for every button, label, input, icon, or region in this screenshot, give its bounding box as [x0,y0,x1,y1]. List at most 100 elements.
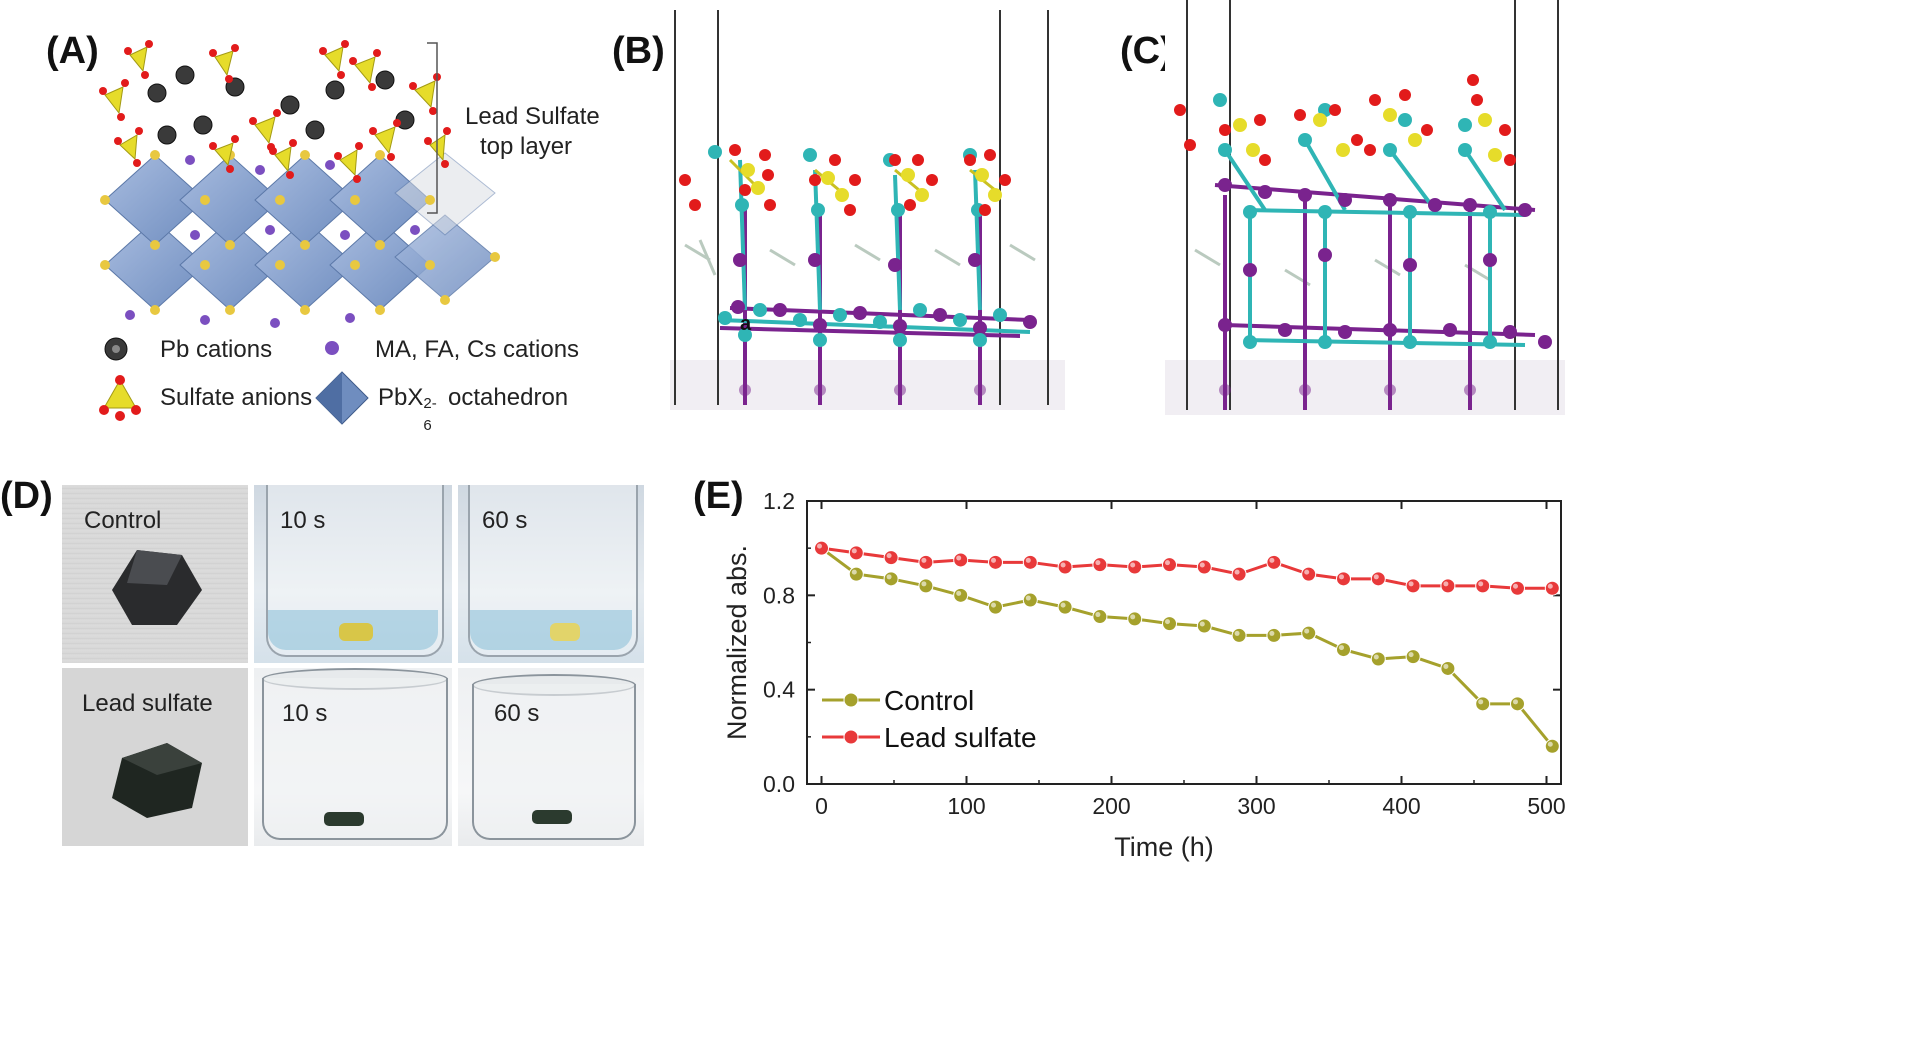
data-point-highlight [1269,557,1275,563]
x-tick-label: 400 [1382,793,1420,819]
photo-control-crystal: Control [62,485,248,663]
photo-sulfate-60s: 60 s [458,668,644,846]
ma-cation-legend-icon [325,341,339,355]
x-tick-label: 100 [947,793,985,819]
x-tick-label: 200 [1092,793,1130,819]
data-point-highlight [1478,581,1484,587]
photo-control-10s: 10 s [254,485,452,663]
data-point [1162,616,1177,632]
panel-a-label: (A) [46,30,99,72]
data-point-highlight [1339,645,1344,651]
x-axis-label: Time (h) [1114,832,1214,862]
data-point [1022,554,1038,570]
data-point [1057,599,1073,615]
data-point [1266,554,1282,570]
data-point-highlight [1339,574,1344,580]
halide-anions [100,150,500,315]
data-point [1231,566,1247,582]
photo-sulfate-60s-label: 60 s [494,700,540,727]
data-point-highlight [1095,612,1101,618]
data-point [1336,642,1351,658]
data-point [988,599,1003,615]
data-point [918,578,934,594]
data-point-highlight [1025,557,1031,563]
top-layer-bracket [427,42,438,214]
data-point [1544,738,1560,754]
legend-sulfate-anions: Sulfate anions [160,384,313,411]
data-point-highlight [1025,595,1031,601]
panel-c-label: (C) [1120,30,1173,72]
series-line-1 [821,546,1553,590]
data-point [1370,571,1386,587]
data-point-highlight [1234,630,1240,636]
data-point [883,550,899,566]
bracket-label-line1: Lead Sulfate [465,103,600,130]
y-tick-label: 0.8 [763,582,795,608]
data-point-highlight [1373,654,1379,660]
y-axis-label: Normalized abs. [722,545,752,740]
data-point [1022,592,1038,608]
octahedra-row-lower [104,214,496,311]
panel-d-label: (D) [0,475,53,517]
data-point [953,552,969,568]
data-point-highlight [1513,699,1518,705]
data-point-highlight [1199,562,1205,568]
photo-sulfate-10s-label: 10 s [282,700,328,727]
data-point [814,540,829,556]
data-point [848,566,864,582]
x-tick-label: 500 [1527,793,1565,819]
data-point-highlight [817,543,822,549]
series-line-0 [820,546,1554,748]
panel-b-marker-a: a [740,313,752,335]
x-tick-label: 300 [1237,793,1275,819]
data-point [1336,571,1351,587]
data-point [1301,566,1317,582]
sulfate-tetrahedra [104,46,446,177]
data-point-highlight [1060,602,1066,608]
data-point [1475,696,1491,712]
data-point-highlight [1547,583,1553,589]
legend-octahedron-sup: 2- [423,395,437,412]
data-point [1127,559,1143,575]
data-point-highlight [1130,614,1136,620]
sulfate-legend-icon [99,375,141,421]
data-point [953,587,969,603]
data-point [1510,696,1525,712]
data-point-highlight [1304,569,1310,575]
data-point-highlight [886,574,892,580]
data-point-highlight [1165,619,1170,625]
legend-octahedron: PbX 2- 6 octahedron [378,384,568,434]
a-site-cations [125,155,420,328]
legend-octahedron-sub: 6 [423,417,432,434]
data-point-highlight [1408,581,1414,587]
data-point [1475,578,1491,594]
data-point-highlight [1060,562,1066,568]
data-point-highlight [1234,569,1240,575]
data-point [1196,618,1212,634]
data-point-highlight [956,590,962,596]
data-point [1092,557,1108,573]
pb-cation-legend-icon [104,337,128,361]
legend-ma-cations: MA, FA, Cs cations [375,336,580,363]
data-point [918,554,934,570]
photo-sulfate-label: Lead sulfate [82,690,213,717]
data-point [1405,649,1421,665]
legend-label-1: Lead sulfate [884,722,1037,753]
data-point-highlight [886,553,892,559]
data-point [1544,580,1560,596]
data-point [1127,611,1143,627]
panel-c-sulfates [1174,74,1516,166]
data-point-highlight [991,557,996,563]
pb-cations [147,65,415,145]
panel-e-label: (E) [693,475,744,517]
data-point-highlight [921,557,927,563]
data-point [1196,559,1212,575]
y-tick-label: 0.0 [763,771,795,797]
data-point-highlight [956,555,962,561]
data-point [883,571,899,587]
data-point [1301,625,1317,641]
legend-marker-0 [843,692,859,708]
data-point-highlight [1269,630,1275,636]
bracket-label-line2: top layer [480,133,573,160]
data-point [1440,660,1456,676]
